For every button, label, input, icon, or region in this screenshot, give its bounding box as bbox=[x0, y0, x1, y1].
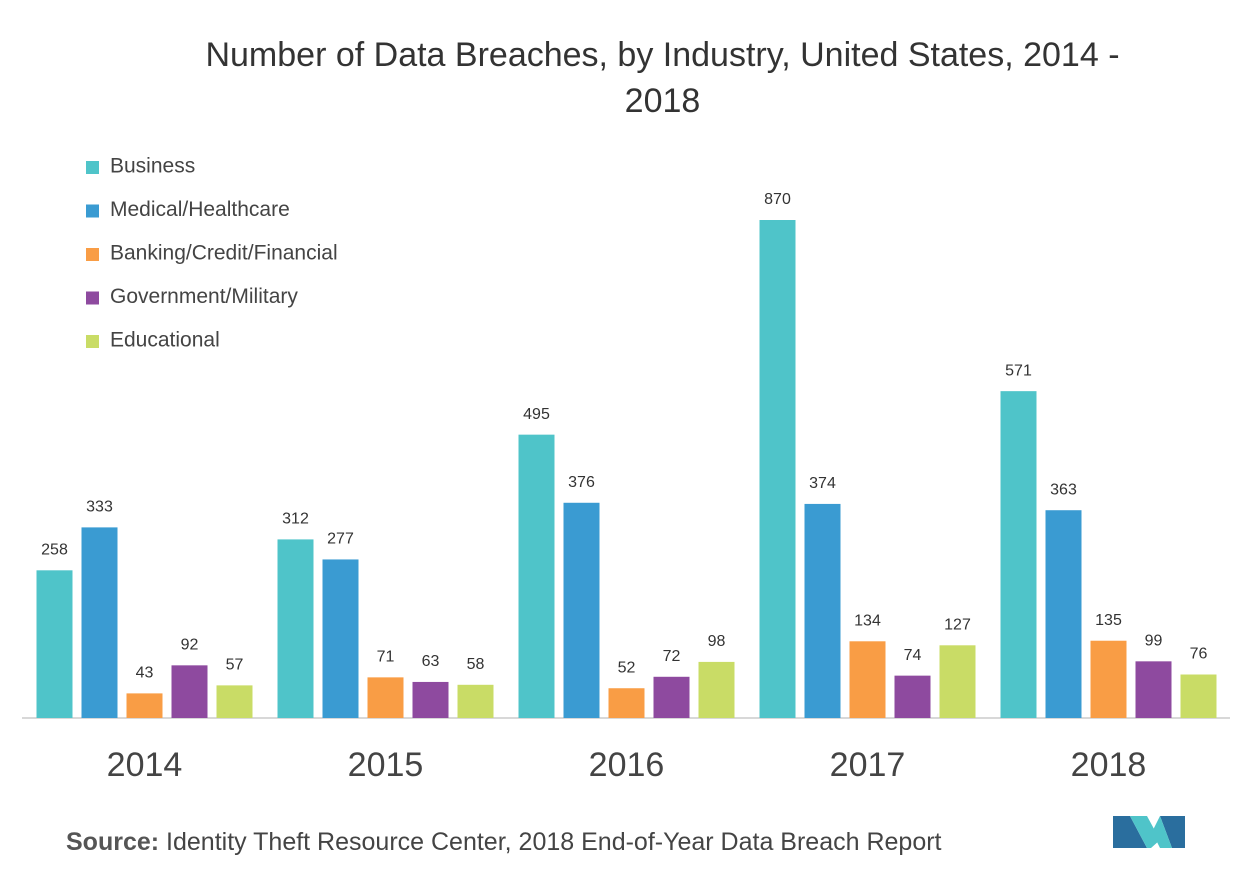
bar bbox=[653, 676, 690, 718]
value-label: 495 bbox=[523, 406, 550, 423]
bar bbox=[518, 434, 555, 718]
legend-label: Banking/Credit/Financial bbox=[110, 242, 338, 265]
value-label: 92 bbox=[181, 637, 199, 654]
bar bbox=[367, 677, 404, 718]
value-label: 363 bbox=[1050, 481, 1077, 498]
legend-swatch bbox=[86, 161, 99, 174]
bar bbox=[277, 539, 314, 718]
bar bbox=[939, 645, 976, 718]
bar bbox=[849, 641, 886, 718]
bar bbox=[563, 502, 600, 718]
value-label: 76 bbox=[1190, 646, 1208, 663]
value-label: 71 bbox=[377, 649, 395, 666]
x-tick-label: 2016 bbox=[589, 746, 665, 784]
bar bbox=[457, 684, 494, 718]
source: Source: Identity Theft Resource Center, … bbox=[66, 828, 942, 857]
legend-swatch bbox=[86, 335, 99, 348]
bar bbox=[81, 527, 118, 718]
value-label: 333 bbox=[86, 499, 113, 516]
bar bbox=[894, 675, 931, 718]
bar bbox=[1090, 640, 1127, 718]
value-label: 870 bbox=[764, 191, 791, 208]
bar bbox=[1180, 674, 1217, 718]
bar bbox=[216, 685, 253, 718]
legend-swatch bbox=[86, 248, 99, 261]
legend-label: Educational bbox=[110, 329, 220, 352]
bar bbox=[804, 503, 841, 718]
value-label: 63 bbox=[422, 653, 440, 670]
chart-title: Number of Data Breaches, by Industry, Un… bbox=[205, 36, 1120, 120]
value-label: 312 bbox=[282, 511, 309, 528]
bar bbox=[126, 693, 163, 718]
value-label: 376 bbox=[568, 474, 595, 491]
bar bbox=[322, 559, 359, 718]
x-tick-label: 2014 bbox=[107, 746, 183, 784]
value-label: 72 bbox=[663, 648, 681, 665]
x-tick-label: 2018 bbox=[1071, 746, 1147, 784]
bar bbox=[1045, 510, 1082, 718]
bar bbox=[412, 681, 449, 718]
legend-label: Medical/Healthcare bbox=[110, 198, 290, 221]
logo bbox=[1113, 816, 1185, 848]
value-label: 74 bbox=[904, 647, 922, 664]
value-label: 43 bbox=[136, 665, 154, 682]
value-label: 57 bbox=[226, 657, 244, 674]
value-label: 258 bbox=[41, 542, 68, 559]
x-tick-label: 2017 bbox=[830, 746, 906, 784]
bar bbox=[698, 661, 735, 718]
source-text: Identity Theft Resource Center, 2018 End… bbox=[166, 828, 942, 856]
value-label: 58 bbox=[467, 656, 485, 673]
value-label: 277 bbox=[327, 531, 354, 548]
bar bbox=[608, 688, 645, 718]
value-label: 98 bbox=[708, 633, 726, 650]
value-label: 52 bbox=[618, 659, 636, 676]
value-label: 374 bbox=[809, 475, 836, 492]
bar bbox=[1135, 661, 1172, 718]
legend-label: Government/Military bbox=[110, 285, 298, 308]
bar bbox=[36, 570, 73, 718]
value-label: 134 bbox=[854, 613, 881, 630]
x-tick-label: 2015 bbox=[348, 746, 424, 784]
bar bbox=[759, 220, 796, 718]
value-label: 571 bbox=[1005, 362, 1032, 379]
legend-label: Business bbox=[110, 155, 195, 178]
value-label: 99 bbox=[1145, 633, 1163, 650]
legend-swatch bbox=[86, 204, 99, 218]
value-label: 127 bbox=[944, 617, 971, 634]
bar bbox=[171, 665, 208, 718]
value-label: 135 bbox=[1095, 612, 1122, 629]
bar bbox=[1000, 391, 1037, 718]
source-label: Source: bbox=[66, 828, 160, 856]
legend-swatch bbox=[86, 291, 99, 305]
